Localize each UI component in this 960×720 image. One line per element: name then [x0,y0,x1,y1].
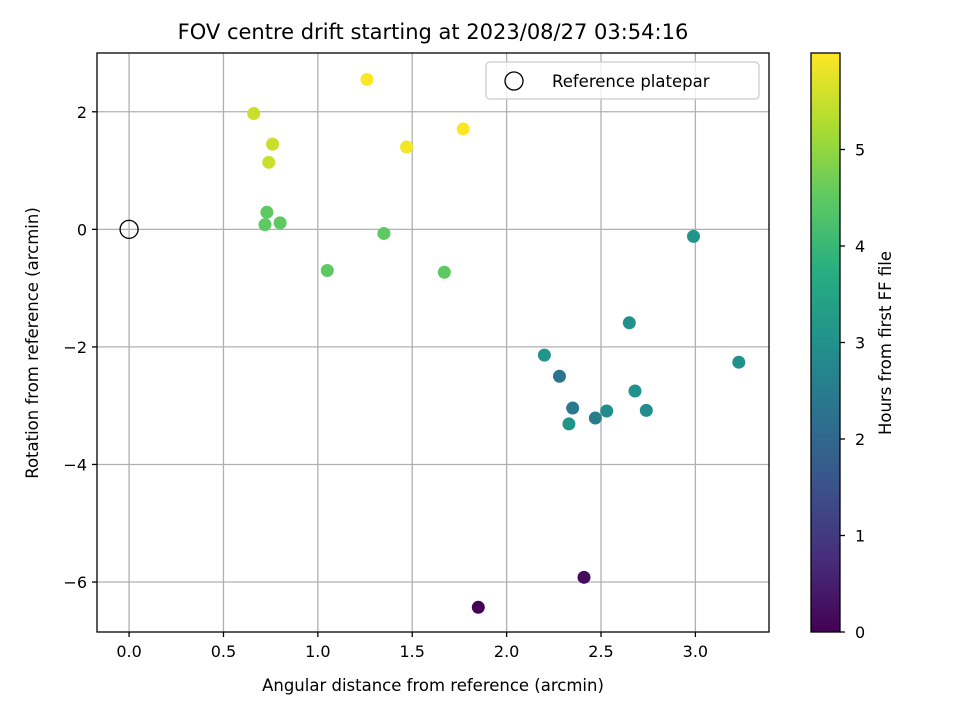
legend-box [485,61,760,100]
data-point [639,403,653,417]
data-point [600,404,614,418]
y-axis-label: Rotation from reference (arcmin) [23,207,42,479]
plot-frame [96,52,770,633]
data-point [471,600,485,614]
x-tick-label: 1.0 [305,642,330,661]
data-points [119,72,746,614]
data-point [588,411,602,425]
x-axis: 0.0 0.5 1.0 1.5 2.0 2.5 3.0 [116,632,708,661]
colorbar-gradient [811,53,840,632]
data-point [628,384,642,398]
data-point [260,205,274,219]
y-tick-label: −2 [63,338,87,357]
grid-lines [97,53,769,632]
colorbar-ticks: 0 1 2 3 4 5 [840,141,865,642]
data-point [566,401,580,415]
x-tick-label: 0.5 [211,642,236,661]
x-tick-label: 3.0 [683,642,708,661]
colorbar-tick-label: 1 [855,527,865,546]
legend-marker-open-circle [504,71,524,91]
data-point [262,155,276,169]
colorbar-tick-label: 5 [855,141,865,160]
data-point [258,218,272,232]
data-point [552,369,566,383]
data-point [437,265,451,279]
data-point [400,140,414,154]
chart-title: FOV centre drift starting at 2023/08/27 … [178,20,689,44]
x-tick-label: 2.5 [588,642,613,661]
data-point [360,72,374,86]
x-tick-label: 2.0 [494,642,519,661]
colorbar-label: Hours from first FF file [876,251,895,435]
x-tick-label: 0.0 [116,642,141,661]
reference-marker [119,219,139,239]
colorbar-tick-label: 0 [855,623,865,642]
colorbar-tick-label: 2 [855,430,865,449]
colorbar-tick-label: 4 [855,237,865,256]
x-tick-label: 1.5 [400,642,425,661]
data-point [456,122,470,136]
data-point [266,137,280,151]
data-point [377,226,391,240]
data-point [686,229,700,243]
data-point [247,107,261,121]
x-axis-label: Angular distance from reference (arcmin) [262,676,604,695]
colorbar-tick-label: 3 [855,334,865,353]
y-axis: −6 −4 −2 0 2 [63,103,97,592]
legend: Reference platepar [485,61,760,100]
colorbar: 0 1 2 3 4 5 Hours from first FF file [810,52,895,642]
data-point [577,570,591,584]
data-point [273,216,287,230]
data-point [562,417,576,431]
y-tick-label: 0 [77,220,87,239]
data-point [732,355,746,369]
y-tick-label: −6 [63,573,87,592]
y-tick-label: −4 [63,455,87,474]
data-point [537,348,551,362]
legend-entry-label: Reference platepar [552,72,710,91]
data-point [320,263,334,277]
data-point [622,316,636,330]
y-tick-label: 2 [77,103,87,122]
